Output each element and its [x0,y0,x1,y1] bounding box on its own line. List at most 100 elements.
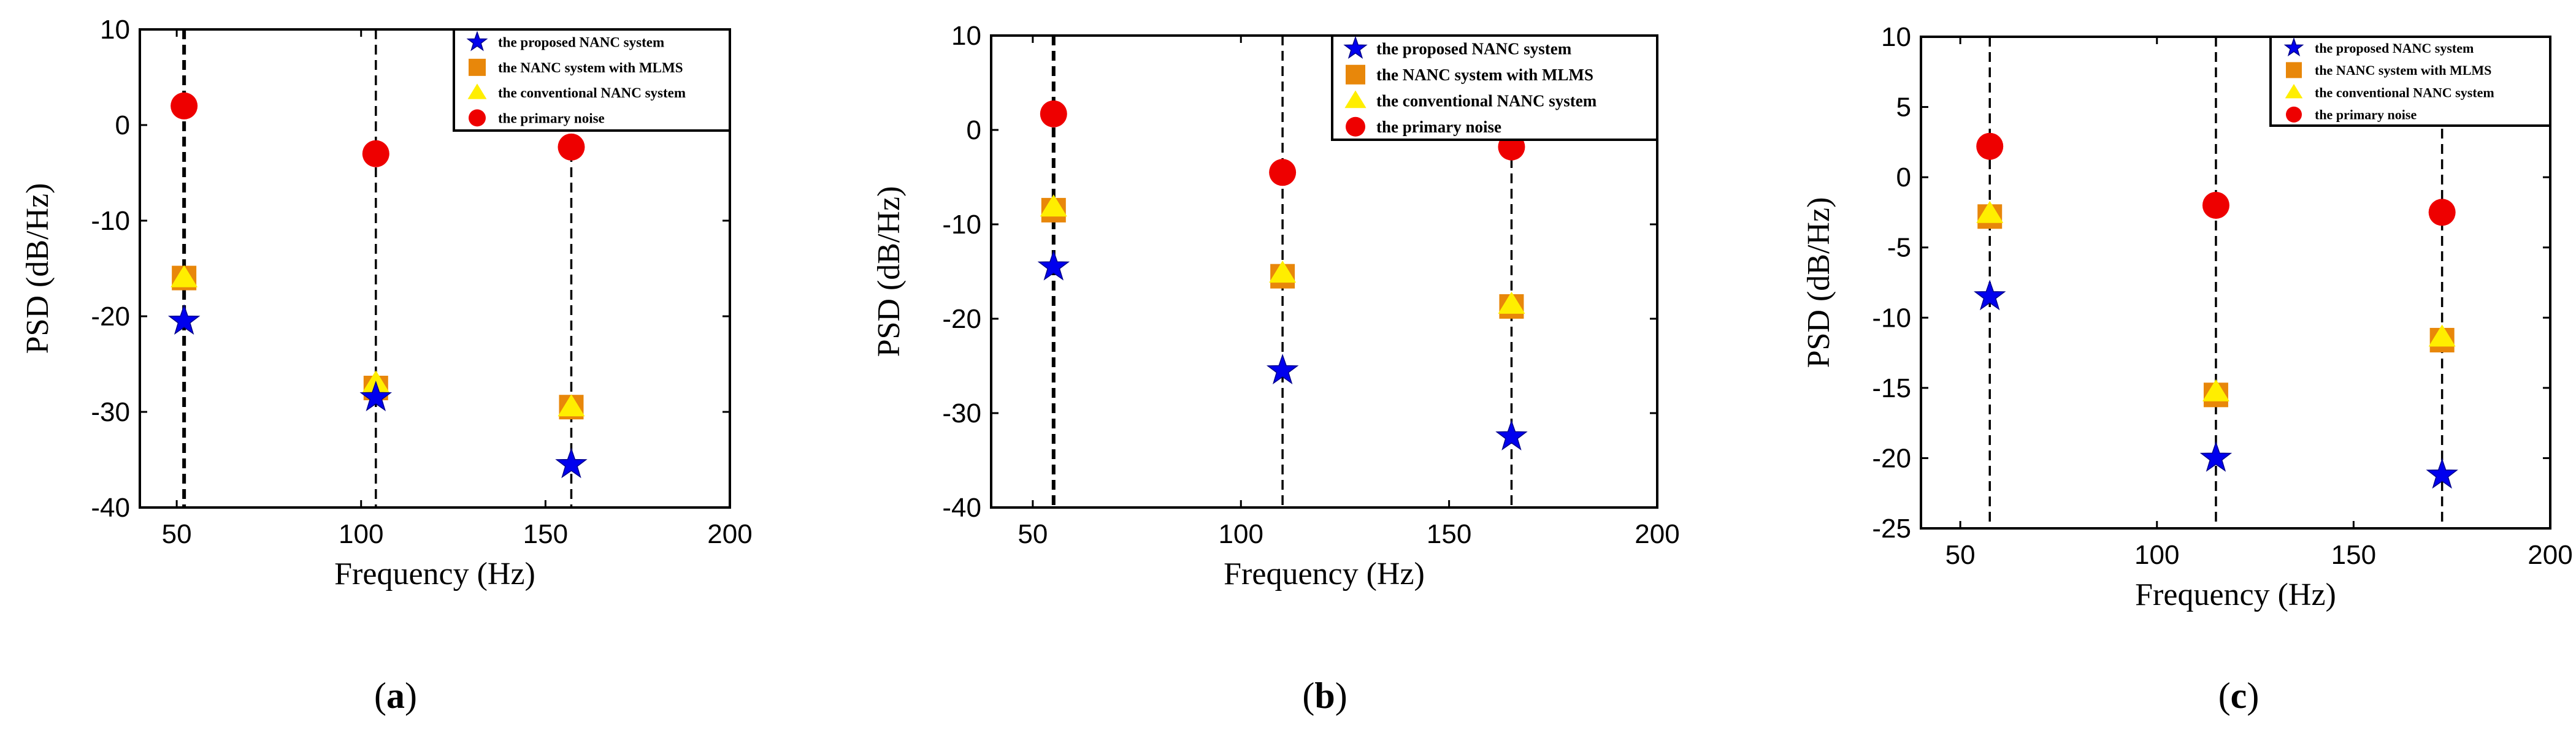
x-axis-label: Frequency (Hz) [1224,557,1425,591]
legend-marker-proposed [466,31,488,51]
data-point-proposed [2426,458,2458,489]
y-axis-label: PSD (dB/Hz) [20,183,55,354]
data-point-primary [2428,199,2456,226]
data-point-conventional [1040,194,1067,217]
data-point-conventional [1976,200,2004,223]
legend-marker-mlms [1346,64,1365,85]
y-tick-label: -30 [942,398,981,428]
data-point-conventional [558,394,585,417]
data-point-proposed [1495,419,1528,451]
x-axis-label: Frequency (Hz) [334,557,535,591]
legend-marker-primary [1346,116,1365,137]
legend-marker-conventional [1344,90,1367,108]
y-tick-label: -30 [91,397,130,427]
data-point-proposed [167,304,201,335]
x-axis-label: Frequency (Hz) [2135,577,2336,612]
data-point-proposed [555,447,588,479]
panel-label-open: ( [374,675,386,716]
legend-marker-proposed [2283,37,2304,57]
legend-box [453,28,731,132]
panel-label-open: ( [1302,675,1314,716]
data-point-primary [1040,100,1067,127]
legend-entry: the conventional NANC system [1376,92,1597,110]
y-tick-label: -10 [91,206,130,236]
legend-entry: the proposed NANC system [1376,40,1572,58]
x-tick-label: 50 [1018,519,1048,549]
data-point-conventional [1269,260,1297,283]
legend-entry: the primary noise [1376,118,1501,136]
y-tick-label: -15 [1872,373,1911,403]
panel-label-close: ) [2247,675,2259,716]
panel-label-letter: a [386,675,405,716]
legend-entry: the proposed NANC system [2315,40,2474,56]
legend-entry: the NANC system with MLMS [2315,63,2491,78]
y-tick-label: -5 [1887,233,1911,263]
y-tick-label: -20 [942,304,981,334]
data-point-proposed [359,381,393,411]
y-tick-label: 0 [967,115,981,145]
data-point-proposed [1974,279,2006,311]
legend-box [1331,34,1658,141]
y-tick-label: 10 [951,21,981,51]
legend: the proposed NANC system the NANC system … [453,28,731,132]
legend-entry: the NANC system with MLMS [1376,66,1593,84]
y-tick-label: -40 [91,493,130,523]
legend-marker-conventional [467,83,487,99]
data-point-proposed [1037,249,1070,281]
data-point-primary [362,140,389,167]
legend-box [2269,36,2551,127]
x-tick-label: 100 [2134,540,2179,570]
legend-entry: the proposed NANC system [498,35,664,50]
data-point-primary [1976,132,2004,160]
x-tick-label: 200 [707,519,752,549]
legend-marker-primary [2286,106,2302,123]
x-tick-label: 100 [1219,519,1263,549]
x-tick-label: 150 [2331,540,2376,570]
legend-marker-mlms [2286,62,2302,78]
x-tick-label: 200 [2528,540,2572,570]
y-tick-label: -10 [942,210,981,240]
x-tick-label: 150 [1427,519,1471,549]
y-tick-label: 10 [1881,22,1911,52]
data-point-conventional [171,265,198,287]
data-point-conventional [2202,379,2229,401]
legend-marker-mlms [469,58,486,76]
panel-label-close: ) [1335,675,1347,716]
panel-label-close: ) [405,675,417,716]
y-tick-label: -20 [91,302,130,332]
data-point-proposed [1266,354,1299,385]
data-point-primary [2202,191,2229,219]
x-tick-label: 150 [523,519,568,549]
legend-marker-proposed [1343,36,1368,59]
data-point-primary [171,92,198,120]
y-tick-label: -10 [1872,303,1911,333]
data-point-primary [558,133,585,161]
legend-marker-primary [469,109,486,127]
panel-label-open: ( [2218,675,2231,716]
legend: the proposed NANC system the NANC system … [2269,36,2551,127]
panel-label: (a) [374,675,417,716]
data-point-conventional [2428,324,2456,347]
y-tick-label: 5 [1896,93,1911,123]
legend-entry: the NANC system with MLMS [498,60,683,75]
panel-label-letter: b [1314,675,1335,716]
legend: the proposed NANC system the NANC system … [1331,34,1658,141]
x-tick-label: 100 [339,519,383,549]
data-point-primary [1269,159,1297,186]
legend-entry: the primary noise [498,110,605,126]
y-tick-label: -40 [942,493,981,523]
y-axis-label: PSD (dB/Hz) [872,186,907,357]
legend-entry: the conventional NANC system [2315,85,2494,100]
y-tick-label: 0 [115,110,130,140]
data-point-proposed [2199,441,2233,472]
panel-label: (c) [2218,675,2260,716]
data-point-conventional [1498,291,1525,314]
x-tick-label: 200 [1635,519,1679,549]
y-tick-label: -25 [1872,514,1911,544]
y-tick-label: -20 [1872,443,1911,473]
panel-label-letter: c [2231,675,2247,716]
y-tick-label: 0 [1896,162,1911,192]
